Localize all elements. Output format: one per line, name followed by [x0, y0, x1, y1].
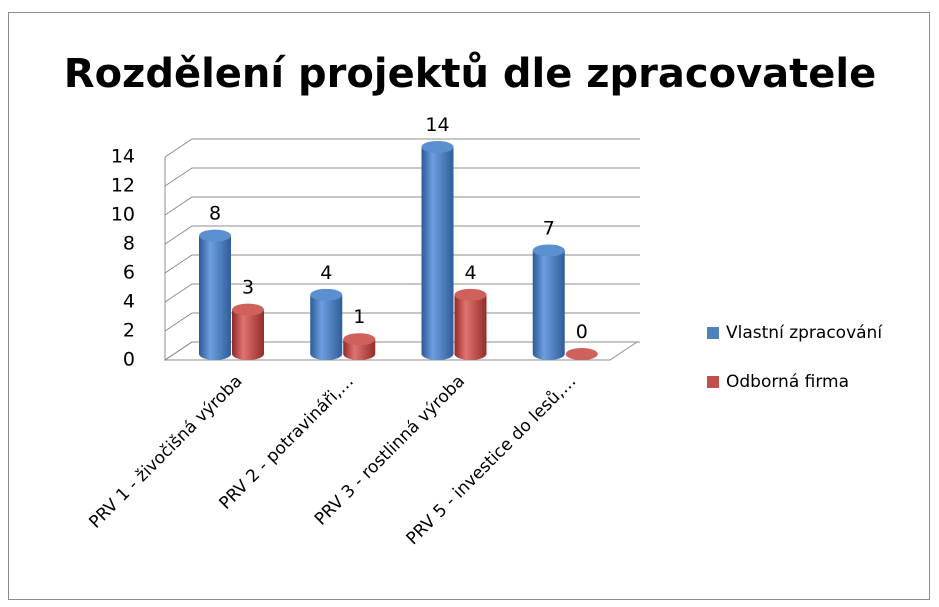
bar [310, 288, 343, 360]
y-tick-label: 6 [123, 262, 135, 284]
bar [343, 333, 376, 360]
bar-body [310, 294, 343, 360]
data-label: 4 [320, 262, 332, 284]
bar-body [454, 294, 487, 360]
y-tick-label: 8 [123, 233, 135, 255]
bar-top [310, 288, 343, 301]
grid-line [164, 138, 640, 158]
bar [532, 244, 565, 360]
data-label: 0 [576, 321, 588, 343]
legend-swatch [707, 376, 719, 388]
chart-title: Rozdělení projektů dle zpracovatele [64, 50, 876, 97]
bar-body [232, 309, 264, 360]
bar-top [343, 333, 376, 346]
bar-top [454, 288, 487, 301]
bar [199, 229, 231, 360]
data-label: 14 [425, 114, 449, 136]
y-tick-label: 0 [123, 349, 135, 371]
grid-line [164, 225, 640, 245]
bar-top [199, 229, 231, 242]
grid-line [164, 167, 640, 187]
y-tick-label: 14 [111, 146, 135, 168]
bar-top [232, 303, 264, 316]
data-label: 7 [543, 217, 555, 239]
bar [232, 303, 264, 360]
grid-line [164, 341, 640, 361]
data-label: 8 [209, 203, 221, 225]
bar [454, 288, 487, 360]
grid-line [164, 312, 640, 332]
y-tick-label: 2 [123, 320, 135, 342]
grid-line [164, 254, 640, 274]
y-tick-label: 12 [111, 175, 135, 197]
legend-swatch [707, 327, 719, 339]
bar-top [421, 140, 454, 153]
bar [565, 348, 598, 360]
bar-body [343, 339, 376, 360]
bar-body [532, 250, 565, 360]
grid-line [164, 196, 640, 216]
bar-body [199, 235, 231, 360]
y-tick-label: 4 [123, 291, 135, 313]
bar-top [565, 348, 598, 360]
bar-top [532, 244, 565, 257]
grid-line [164, 283, 640, 303]
y-tick-label: 10 [111, 204, 135, 226]
bar [421, 140, 454, 360]
data-label: 3 [242, 277, 254, 299]
legend-label: Odborná firma [726, 372, 849, 392]
legend-label: Vlastní zpracování [726, 323, 883, 343]
data-label: 4 [464, 262, 476, 284]
data-label: 1 [353, 306, 365, 328]
bar-body [421, 146, 454, 360]
